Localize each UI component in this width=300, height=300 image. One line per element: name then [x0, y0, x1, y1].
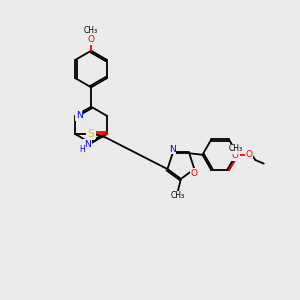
Text: O: O [191, 169, 198, 178]
Text: H: H [79, 145, 85, 154]
Text: S: S [87, 129, 94, 139]
Text: CH₃: CH₃ [228, 144, 242, 153]
Text: N: N [169, 145, 176, 154]
Text: N: N [76, 111, 83, 120]
Text: CH₃: CH₃ [171, 191, 185, 200]
Text: O: O [245, 150, 253, 159]
Text: CH₃: CH₃ [84, 26, 98, 35]
Text: N: N [84, 140, 91, 149]
Text: O: O [88, 130, 95, 139]
Text: O: O [232, 152, 239, 160]
Text: O: O [88, 35, 94, 44]
